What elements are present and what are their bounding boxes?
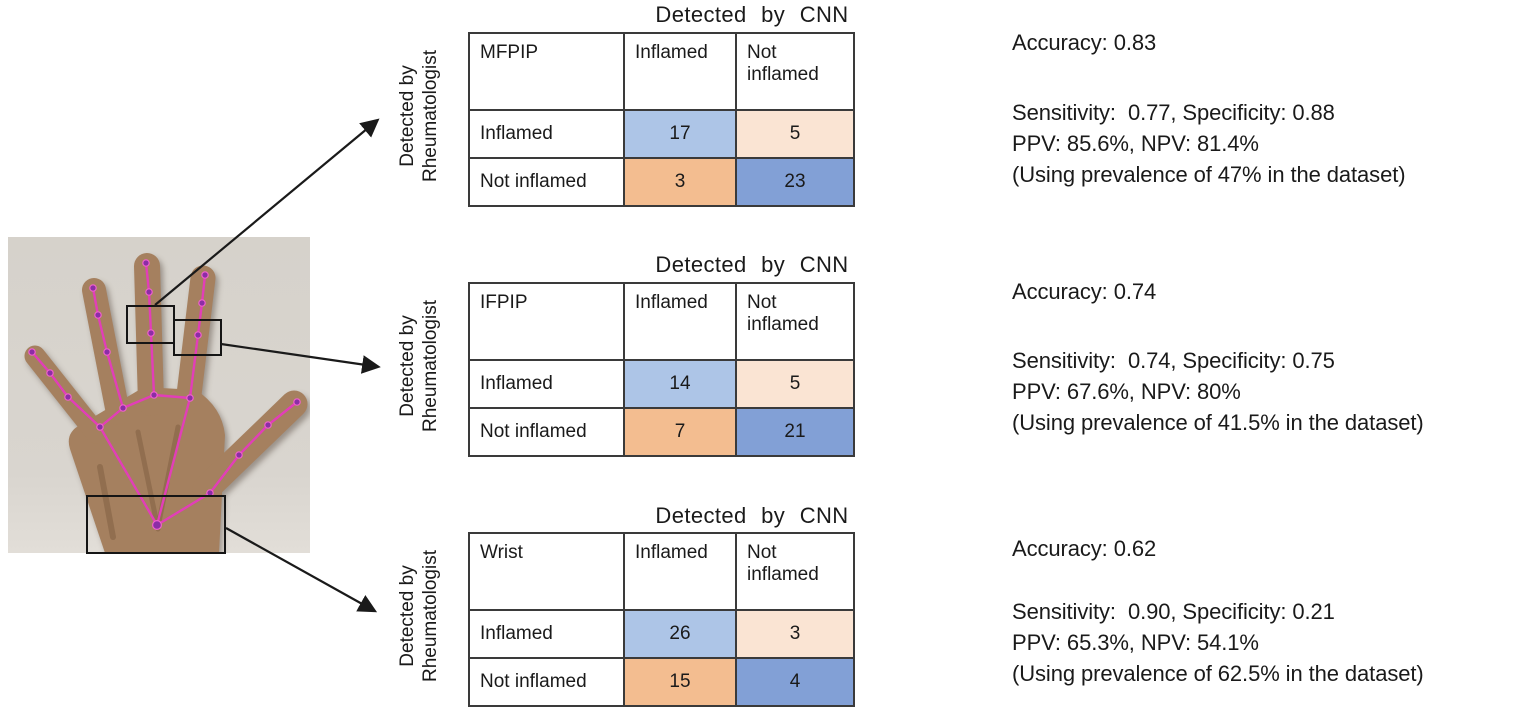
cell-false-negative: 5 bbox=[735, 109, 855, 159]
col-header: Not inflamed bbox=[735, 532, 855, 611]
sensitivity-specificity-text: Sensitivity: 0.90, Specificity: 0.21 bbox=[1012, 599, 1335, 624]
cell-false-positive: 3 bbox=[623, 157, 737, 207]
row-header: Not inflamed bbox=[468, 407, 625, 457]
row-header: Not inflamed bbox=[468, 657, 625, 707]
col-header: Not inflamed bbox=[735, 32, 855, 111]
row-header: Not inflamed bbox=[468, 157, 625, 207]
row-header: Inflamed bbox=[468, 109, 625, 159]
corner-label: MFPIP bbox=[468, 32, 625, 111]
ifpip-roi-box bbox=[173, 319, 222, 356]
cell-false-positive: 7 bbox=[623, 407, 737, 457]
confusion-matrix-mfpip: MFPIP Inflamed Not inflamed Inflamed 17 … bbox=[468, 32, 855, 207]
prevalence-text: (Using prevalence of 62.5% in the datase… bbox=[1012, 661, 1424, 686]
sensitivity-specificity-text: Sensitivity: 0.74, Specificity: 0.75 bbox=[1012, 348, 1335, 373]
mfpip-roi-box bbox=[126, 305, 175, 344]
axis-label-line1: Detected by bbox=[397, 565, 418, 667]
col-header: Not inflamed bbox=[735, 282, 855, 361]
confusion-matrix-wrist: Wrist Inflamed Not inflamed Inflamed 26 … bbox=[468, 532, 855, 707]
corner-label: IFPIP bbox=[468, 282, 625, 361]
cell-true-negative: 4 bbox=[735, 657, 855, 707]
col-header: Inflamed bbox=[623, 282, 737, 361]
axis-label-line1: Detected by bbox=[397, 65, 418, 167]
ppv-npv-text: PPV: 67.6%, NPV: 80% bbox=[1012, 379, 1241, 404]
table-title: Detected by CNN bbox=[655, 503, 849, 528]
stats-block: Sensitivity: 0.74, Specificity: 0.75 PPV… bbox=[1012, 345, 1424, 438]
prevalence-text: (Using prevalence of 41.5% in the datase… bbox=[1012, 410, 1424, 435]
ppv-npv-text: PPV: 85.6%, NPV: 81.4% bbox=[1012, 131, 1259, 156]
row-axis-label: Detected by Rheumatologist bbox=[397, 282, 461, 432]
prevalence-text: (Using prevalence of 47% in the dataset) bbox=[1012, 162, 1406, 187]
cell-true-negative: 21 bbox=[735, 407, 855, 457]
col-header: Inflamed bbox=[623, 532, 737, 611]
cell-false-positive: 15 bbox=[623, 657, 737, 707]
corner-label: Wrist bbox=[468, 532, 625, 611]
accuracy-text: Accuracy: 0.62 bbox=[1012, 536, 1157, 561]
cell-false-negative: 3 bbox=[735, 609, 855, 659]
stats-block: Sensitivity: 0.77, Specificity: 0.88 PPV… bbox=[1012, 97, 1406, 190]
cell-true-negative: 23 bbox=[735, 157, 855, 207]
axis-label-line2: Rheumatologist bbox=[419, 299, 441, 433]
hand-photo bbox=[8, 237, 310, 554]
accuracy-text: Accuracy: 0.74 bbox=[1012, 279, 1157, 304]
axis-label-line2: Rheumatologist bbox=[419, 49, 441, 183]
cell-true-positive: 26 bbox=[623, 609, 737, 659]
cell-false-negative: 5 bbox=[735, 359, 855, 409]
ppv-npv-text: PPV: 65.3%, NPV: 54.1% bbox=[1012, 630, 1259, 655]
wrist-roi-box bbox=[86, 495, 226, 554]
table-title: Detected by CNN bbox=[655, 252, 849, 277]
cell-true-positive: 17 bbox=[623, 109, 737, 159]
sensitivity-specificity-text: Sensitivity: 0.77, Specificity: 0.88 bbox=[1012, 100, 1335, 125]
table-title: Detected by CNN bbox=[655, 2, 849, 27]
cell-true-positive: 14 bbox=[623, 359, 737, 409]
axis-label-line1: Detected by bbox=[397, 315, 418, 417]
row-axis-label: Detected by Rheumatologist bbox=[397, 532, 461, 682]
row-axis-label: Detected by Rheumatologist bbox=[397, 32, 461, 182]
accuracy-text: Accuracy: 0.83 bbox=[1012, 30, 1157, 55]
confusion-matrix-ifpip: IFPIP Inflamed Not inflamed Inflamed 14 … bbox=[468, 282, 855, 457]
col-header: Inflamed bbox=[623, 32, 737, 111]
stats-block: Sensitivity: 0.90, Specificity: 0.21 PPV… bbox=[1012, 596, 1424, 689]
row-header: Inflamed bbox=[468, 609, 625, 659]
axis-label-line2: Rheumatologist bbox=[419, 549, 441, 683]
row-header: Inflamed bbox=[468, 359, 625, 409]
